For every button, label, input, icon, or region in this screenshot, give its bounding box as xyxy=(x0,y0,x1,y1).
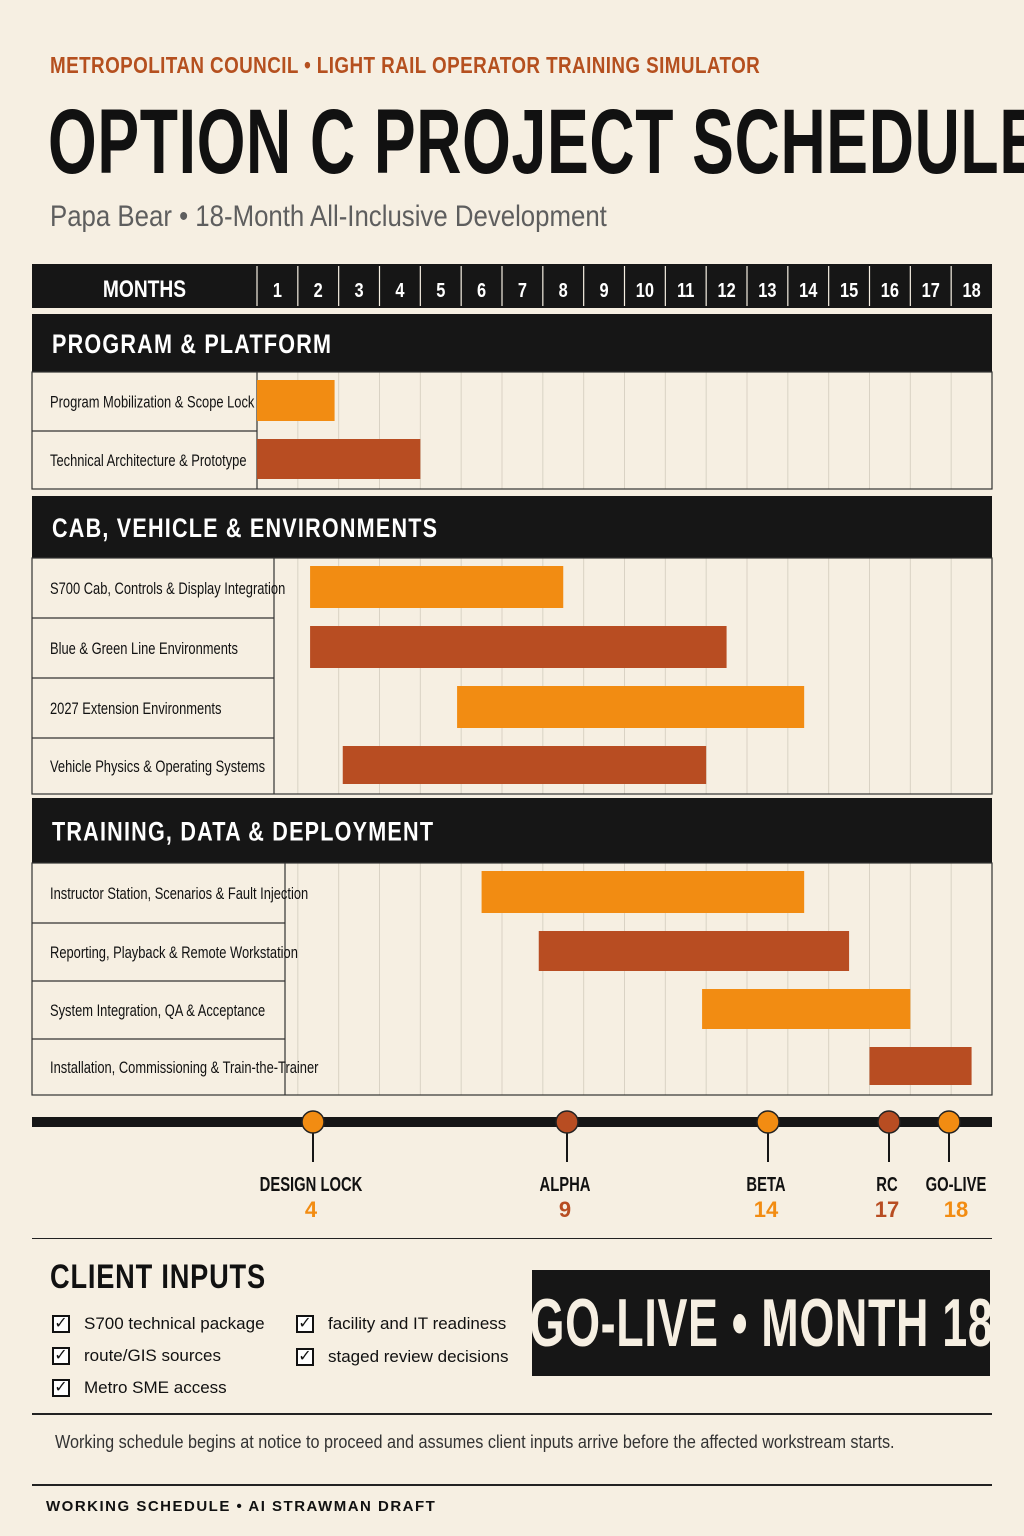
client-inputs-title: CLIENT INPUTS xyxy=(50,1258,266,1296)
milestone-month: 18 xyxy=(944,1197,968,1222)
task-label: 2027 Extension Environments xyxy=(50,699,221,718)
client-input-item: ✓ route/GIS sources xyxy=(52,1346,221,1366)
milestone-marker xyxy=(756,1110,780,1134)
task-label: Technical Architecture & Prototype xyxy=(50,451,247,470)
gantt-chart: MONTHS 1 2 3 4 5 6 7 8 9 10 11 12 13 14 15 16 17 18PROGRAM… xyxy=(31,264,993,1222)
month-tick-label: 7 xyxy=(518,278,527,301)
month-tick-label: 1 xyxy=(273,278,282,301)
section-header-bar xyxy=(32,798,992,863)
month-tick-label: 13 xyxy=(758,278,776,301)
client-input-label: S700 technical package xyxy=(84,1314,265,1333)
month-tick-label: 12 xyxy=(717,278,735,301)
milestone-label: RC xyxy=(876,1173,898,1196)
task-bar xyxy=(257,439,421,479)
task-label: Blue & Green Line Environments xyxy=(50,639,238,658)
months-header-bar xyxy=(32,264,992,308)
milestone-month: 4 xyxy=(305,1197,318,1222)
task-bar xyxy=(538,931,850,971)
task-bar xyxy=(257,380,335,421)
divider xyxy=(32,1238,992,1239)
client-input-label: staged review decisions xyxy=(328,1347,509,1366)
client-input-item: ✓ facility and IT readiness xyxy=(296,1314,506,1334)
checkbox-checked-icon: ✓ xyxy=(52,1379,70,1397)
milestone-month: 17 xyxy=(875,1197,899,1222)
section-title: CAB, VEHICLE & ENVIRONMENTS xyxy=(52,514,438,544)
page-title: OPTION C PROJECT SCHEDULE xyxy=(48,91,1024,193)
section-header-bar xyxy=(32,314,992,372)
milestone-label: ALPHA xyxy=(540,1173,591,1196)
page-subtitle: Papa Bear • 18-Month All-Inclusive Devel… xyxy=(50,200,607,233)
divider xyxy=(32,1413,992,1415)
milestone-month: 14 xyxy=(754,1197,779,1222)
task-label: System Integration, QA & Acceptance xyxy=(50,1001,265,1020)
milestone-label: DESIGN LOCK xyxy=(260,1173,363,1196)
task-label: Instructor Station, Scenarios & Fault In… xyxy=(50,884,308,903)
task-bar xyxy=(457,686,805,728)
milestone-month: 9 xyxy=(559,1197,571,1222)
milestone-marker xyxy=(555,1110,579,1134)
task-label: Reporting, Playback & Remote Workstation xyxy=(50,943,298,962)
month-tick-label: 15 xyxy=(840,278,858,301)
month-tick-label: 4 xyxy=(395,278,405,301)
month-tick-label: 6 xyxy=(477,278,486,301)
month-tick-label: 8 xyxy=(559,278,568,301)
section-body-frame xyxy=(31,862,993,1096)
month-tick-label: 14 xyxy=(799,278,818,301)
months-axis-label: MONTHS xyxy=(103,275,186,303)
task-bar xyxy=(342,746,707,784)
task-bar xyxy=(702,989,911,1029)
milestone-label: GO-LIVE xyxy=(926,1173,987,1196)
task-bar xyxy=(310,566,564,608)
milestone-marker xyxy=(937,1110,961,1134)
client-input-item: ✓ S700 technical package xyxy=(52,1314,265,1334)
task-bar xyxy=(310,626,727,668)
task-label: Installation, Commissioning & Train-the-… xyxy=(50,1058,318,1077)
section-body-frame xyxy=(31,557,993,795)
month-tick-label: 16 xyxy=(881,278,899,301)
month-tick-label: 11 xyxy=(677,278,694,301)
month-tick-label: 2 xyxy=(314,278,323,301)
client-input-label: route/GIS sources xyxy=(84,1346,222,1365)
section-header-bar xyxy=(32,496,992,558)
client-input-label: Metro SME access xyxy=(84,1378,227,1397)
month-tick-label: 17 xyxy=(922,278,940,301)
month-tick-label: 18 xyxy=(962,278,980,301)
section-title: PROGRAM & PLATFORM xyxy=(52,330,332,360)
golive-banner-text: GO-LIVE • MONTH 18 xyxy=(529,1285,993,1361)
task-bar xyxy=(869,1047,972,1085)
kicker-text: METROPOLITAN COUNCIL • LIGHT RAIL OPERAT… xyxy=(50,52,761,78)
month-tick-label: 3 xyxy=(355,278,364,301)
checkbox-checked-icon: ✓ xyxy=(296,1348,314,1366)
task-label: S700 Cab, Controls & Display Integration xyxy=(50,579,285,598)
task-label: Vehicle Physics & Operating Systems xyxy=(50,757,265,776)
section-title: TRAINING, DATA & DEPLOYMENT xyxy=(52,817,434,847)
checkbox-checked-icon: ✓ xyxy=(52,1315,70,1333)
checkbox-checked-icon: ✓ xyxy=(52,1347,70,1365)
task-bar xyxy=(481,871,805,913)
client-input-label: facility and IT readiness xyxy=(328,1314,507,1333)
month-tick-label: 10 xyxy=(636,278,654,301)
divider xyxy=(32,1484,992,1486)
milestone-marker xyxy=(877,1110,901,1134)
month-tick-label: 5 xyxy=(436,278,445,301)
checkbox-checked-icon: ✓ xyxy=(296,1315,314,1333)
milestone-marker xyxy=(301,1110,325,1134)
golive-banner: GO-LIVE • MONTH 18 xyxy=(529,1270,993,1376)
milestone-label: BETA xyxy=(746,1173,785,1196)
client-input-item: ✓ Metro SME access xyxy=(52,1378,227,1398)
client-input-item: ✓ staged review decisions xyxy=(296,1347,508,1367)
footnote: Working schedule begins at notice to pro… xyxy=(55,1432,895,1452)
milestone-timeline xyxy=(32,1117,992,1127)
month-tick-label: 9 xyxy=(600,278,609,301)
footer-tag: WORKING SCHEDULE • AI STRAWMAN DRAFT xyxy=(46,1498,437,1515)
task-label: Program Mobilization & Scope Lock xyxy=(50,393,255,412)
